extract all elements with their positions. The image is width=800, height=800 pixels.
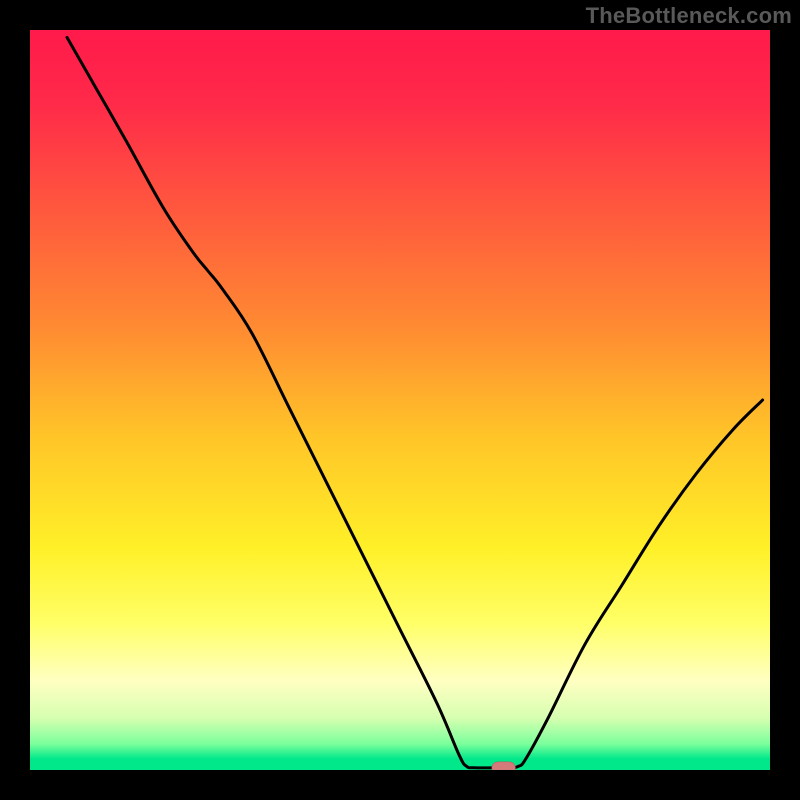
gradient-background: [30, 30, 770, 770]
plot-area: [30, 30, 770, 770]
chart-svg: [30, 30, 770, 770]
chart-frame: TheBottleneck.com: [0, 0, 800, 800]
watermark-label: TheBottleneck.com: [586, 3, 792, 29]
optimal-marker: [492, 762, 516, 770]
